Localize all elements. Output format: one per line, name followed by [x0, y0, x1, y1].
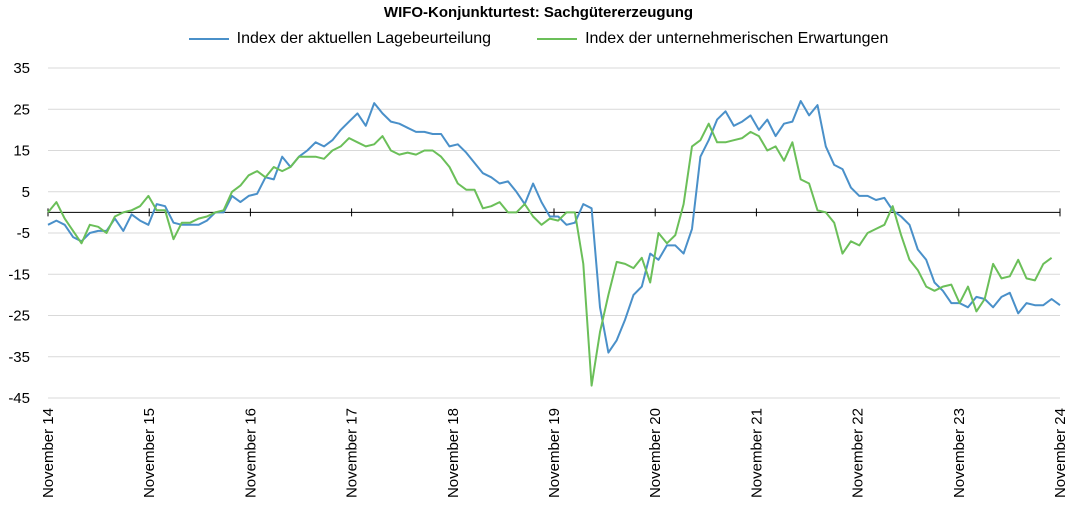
y-tick-label: 5	[22, 184, 30, 201]
y-tick-label: -5	[17, 225, 30, 242]
x-tick-label: November 17	[344, 408, 361, 498]
legend: Index der aktuellen Lagebeurteilung Inde…	[0, 30, 1077, 48]
series-line-erwartungen	[47, 122, 1053, 387]
x-tick-label: November 22	[850, 408, 867, 498]
y-tick-label: 25	[13, 101, 30, 118]
series-line-lagebeurteilung	[47, 100, 1061, 354]
x-tick-label: November 19	[546, 408, 563, 498]
y-tick-label: -15	[8, 266, 30, 283]
y-tick-label: 35	[13, 60, 30, 77]
y-tick-label: -45	[8, 390, 30, 407]
x-tick-label: November 24	[1052, 408, 1069, 498]
legend-swatch-lagebeurteilung	[188, 38, 229, 40]
legend-item-erwartungen: Index der unternehmerischen Erwartungen	[537, 30, 888, 48]
chart-title: WIFO-Konjunkturtest: Sachgütererzeugung	[383, 4, 694, 21]
y-tick-label: -25	[8, 308, 30, 325]
legend-label-lagebeurteilung: Index der aktuellen Lagebeurteilung	[236, 30, 492, 47]
x-tick-label: November 14	[40, 408, 57, 498]
x-tick-label: November 21	[748, 408, 765, 498]
x-tick-label: November 23	[951, 408, 968, 498]
x-tick-label: November 20	[647, 408, 664, 498]
y-tick-label: 15	[13, 143, 30, 160]
legend-label-erwartungen: Index der unternehmerischen Erwartungen	[585, 30, 889, 47]
x-tick-label: November 18	[445, 408, 462, 498]
legend-item-lagebeurteilung: Index der aktuellen Lagebeurteilung	[188, 30, 492, 48]
legend-swatch-erwartungen	[537, 38, 578, 40]
x-tick-label: November 15	[141, 408, 158, 498]
x-tick-label: November 16	[242, 408, 259, 498]
y-tick-label: -35	[8, 349, 30, 366]
